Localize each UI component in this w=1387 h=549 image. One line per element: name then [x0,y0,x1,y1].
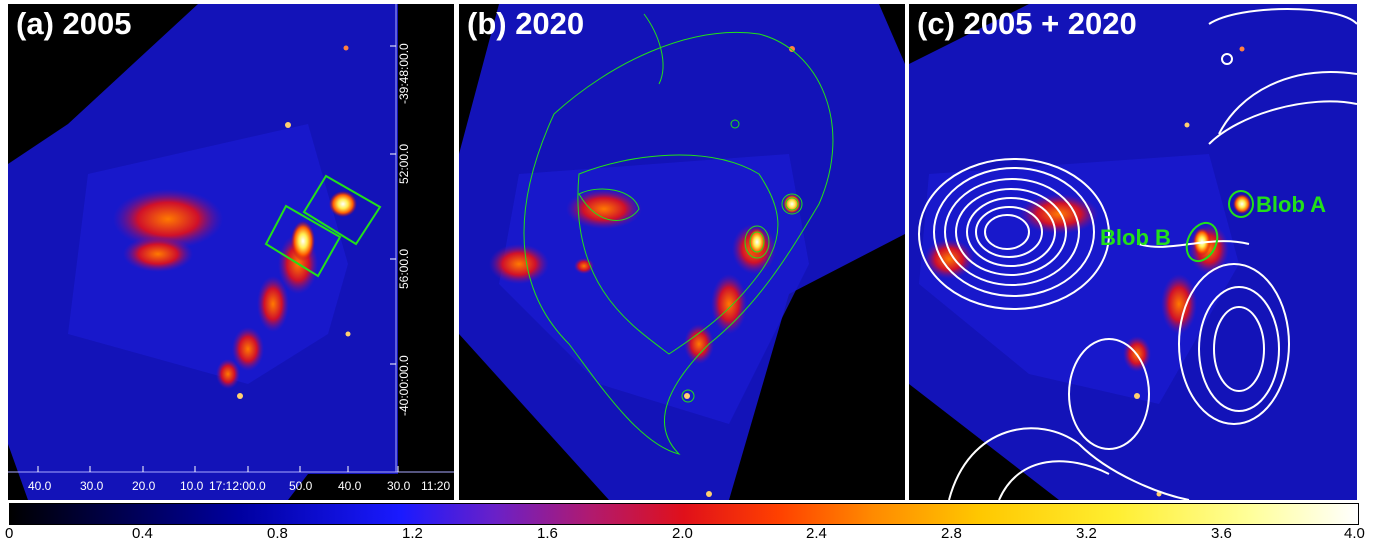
xray-image-2005 [8,4,454,500]
panel-2005: (a) 2005 40.0 30.0 20.0 10.0 17:12:00.0 … [8,4,454,500]
ra-tick-label: 10.0 [180,479,204,493]
colorbar-tick: 2.8 [941,525,962,542]
dec-tick-label: -40:00:00.0 [397,355,411,416]
colorbar-tick: 2.4 [806,525,827,542]
ra-tick-label: 17:12:00.0 [209,479,266,493]
colorbar-tick: 2.0 [672,525,693,542]
panel-2020: (b) 2020 [459,4,905,500]
region-boxes [264,174,382,278]
ra-tick-label: 40.0 [28,479,52,493]
colorbar-tick: 0.4 [132,525,153,542]
ra-tick-label: 40.0 [338,479,362,493]
xray-contours [523,13,834,455]
colorbar-tick: 1.6 [537,525,558,542]
panel-title: (c) 2005 + 2020 [917,6,1137,41]
dec-tick-label: 52:00.0 [397,143,411,184]
colorbar-tick: 4.0 [1344,525,1365,542]
ra-tick-label: 11:20 [421,479,451,493]
ra-tick-label: 50.0 [289,479,313,493]
panel-combined: (c) 2005 + 2020 Blob A Blob B [909,4,1357,500]
colorbar-tick: 0 [5,525,14,542]
xray-image-2020 [459,4,905,500]
blob-a-label: Blob A [1256,192,1327,217]
ra-tick-label: 30.0 [80,479,104,493]
xray-image-combined [909,4,1357,500]
colorbar-tick: 3.6 [1211,525,1232,542]
colorbar-tick: 0.8 [267,525,288,542]
panel-title: (a) 2005 [16,6,132,41]
dec-tick-label: 56:00.0 [397,248,411,289]
panel-title: (b) 2020 [467,6,585,41]
colorbar-tick: 1.2 [402,525,423,542]
blob-regions [1185,190,1254,263]
blob-b-label: Blob B [1100,225,1171,250]
colorbar-tick: 3.2 [1076,525,1097,542]
dec-tick-label: -39:48:00.0 [397,43,411,104]
ra-tick-label: 30.0 [387,479,411,493]
radio-contours [918,8,1357,500]
ra-tick-label: 20.0 [132,479,156,493]
colorbar [9,503,1359,525]
